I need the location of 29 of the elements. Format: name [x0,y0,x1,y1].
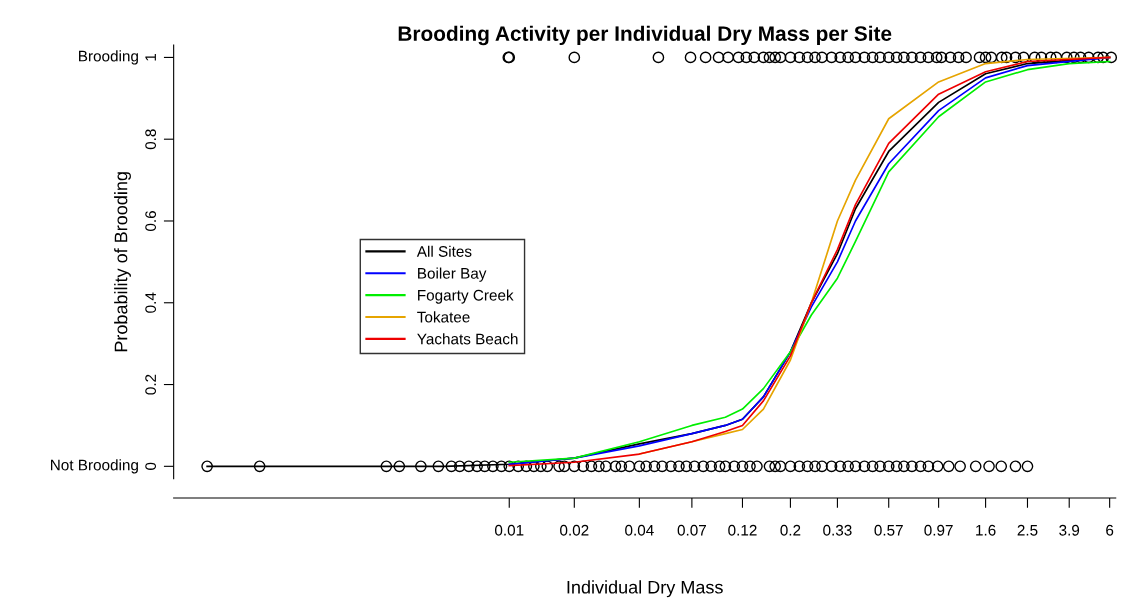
x-tick-label: 0.02 [560,524,589,536]
x-tick-label: 0.01 [494,524,524,536]
y-tick-label: 0 [145,462,157,470]
x-tick-label: 0.33 [823,524,852,536]
x-tick-label: 0.57 [874,524,903,536]
y-tick-label: 0.2 [145,374,157,395]
x-tick-label: 3.9 [1059,524,1080,536]
legend-label: Tokatee [417,311,470,323]
y-axis-title: Probability of Brooding [114,172,131,352]
x-axis-title: Individual Dry Mass [567,580,723,598]
x-tick-label: 0.07 [677,524,706,536]
legend-label: Fogarty Creek [418,289,514,304]
y-tick-label: 0.6 [145,211,157,231]
x-tick-label: 6 [1106,524,1114,536]
x-tick-label: 0.12 [728,524,757,536]
x-tick-label: 0.97 [924,524,953,536]
legend-label: Boiler Bay [418,267,487,282]
x-tick-label: 2.5 [1017,524,1038,536]
legend-label: All Sites [416,245,472,257]
x-tick-label: 0.2 [780,524,801,536]
legend-label: Yachats Beach [417,333,518,345]
text: Not Brooding [51,459,138,474]
x-tick-label: 1.6 [976,524,996,536]
y-tick-label: 0.8 [145,129,157,150]
x-tick-label: 0.04 [625,524,654,536]
y-tick-label: 1 [145,53,156,61]
y-tick-label: 0.4 [145,292,157,313]
chart-title: Brooding Activity per Individual Dry Mass per Site [398,25,892,46]
text: Brooding [79,50,138,65]
